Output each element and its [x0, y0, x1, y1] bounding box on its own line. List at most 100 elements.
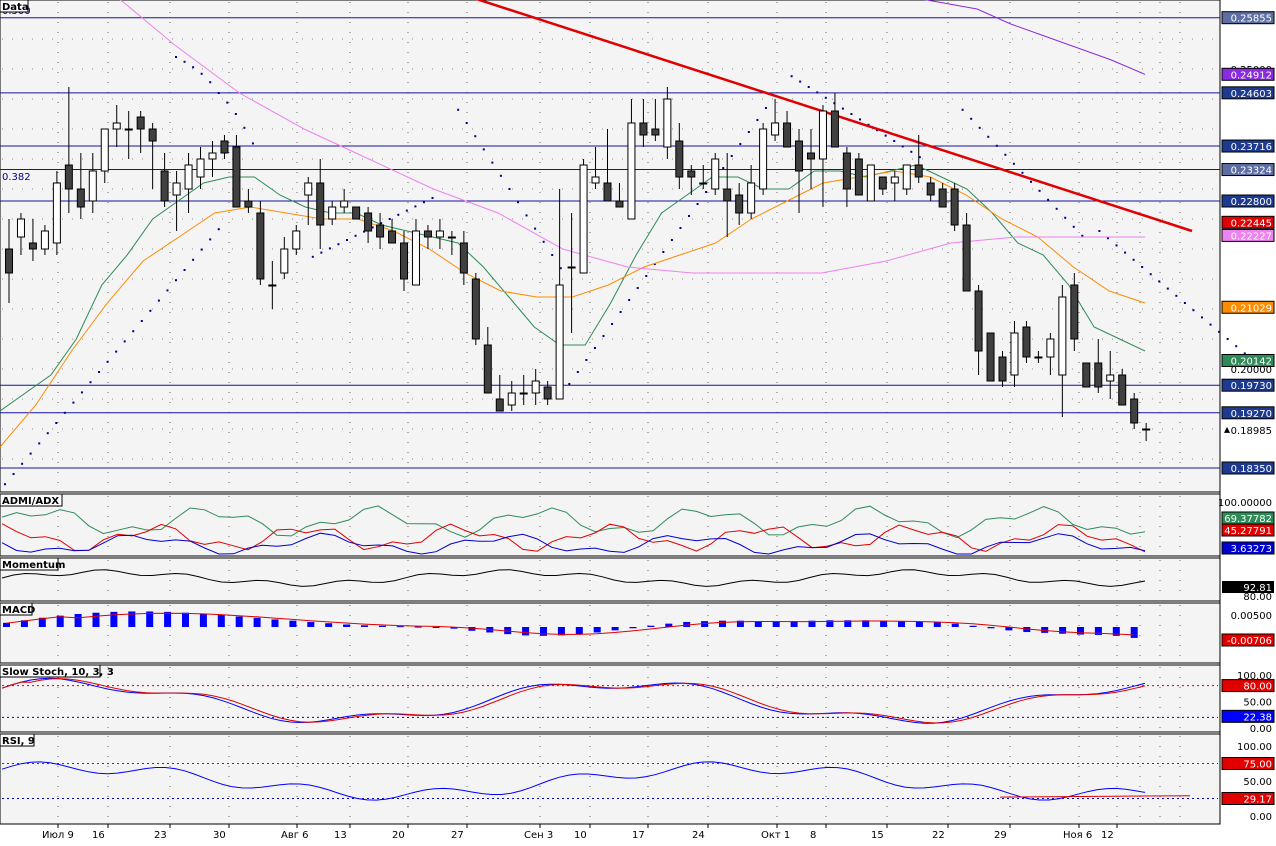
macd-bar	[182, 612, 189, 627]
sar-dot	[688, 215, 690, 217]
macd-bar	[933, 622, 941, 627]
macd-bar	[271, 619, 279, 627]
sar-dot	[337, 243, 340, 246]
sar-dot	[226, 101, 229, 104]
price-tag-box	[1221, 300, 1275, 314]
candle	[1082, 362, 1091, 388]
candle-body	[759, 128, 768, 190]
macd-bar	[1041, 627, 1049, 633]
price-tag: 0.23716	[1221, 139, 1275, 153]
main-title: Data	[2, 2, 29, 13]
candle-body	[974, 290, 983, 352]
macd-bar	[736, 620, 744, 627]
price-tag: 0.20142	[1221, 353, 1275, 367]
candle-body	[280, 248, 289, 274]
macd-bar	[915, 621, 923, 627]
macd-bar	[1130, 627, 1138, 638]
candle-body	[52, 182, 61, 244]
candle-body	[890, 176, 899, 184]
sar-dot	[38, 442, 41, 445]
macd-bar	[862, 620, 870, 627]
rsi-tick: 50.00	[1243, 777, 1272, 788]
rsi-line	[1, 761, 1146, 801]
candle	[1094, 339, 1103, 393]
macd-bar	[307, 621, 315, 627]
candle-body	[495, 398, 504, 412]
candle-body	[184, 164, 193, 190]
stoch-tag-text: 22.38	[1243, 712, 1272, 723]
sar-dot	[1201, 316, 1203, 319]
sar-dot	[1004, 153, 1007, 156]
sar-dot	[192, 66, 195, 69]
candle-body	[878, 176, 887, 190]
candle-body	[735, 194, 744, 214]
x-label: 15	[871, 830, 884, 841]
candle-body	[795, 140, 804, 172]
sar-dot	[628, 299, 631, 301]
macd-bar	[504, 627, 512, 635]
main-panel	[0, 0, 1221, 493]
candle-body	[447, 236, 456, 239]
candle	[447, 231, 456, 255]
candle-body	[124, 128, 133, 131]
candle	[687, 165, 696, 195]
candle	[735, 183, 744, 225]
sar-dot	[1021, 171, 1024, 174]
rsi-title-box	[0, 733, 35, 747]
x-label: 13	[334, 830, 347, 841]
candle-body	[998, 356, 1007, 382]
candle-body	[783, 122, 792, 148]
candle-body	[579, 164, 588, 274]
macd-bar	[826, 620, 834, 627]
candle-body	[1070, 284, 1079, 340]
price-tag: 0.21029	[1221, 300, 1275, 314]
candle	[615, 183, 624, 208]
rsi-signal-line	[999, 795, 1191, 798]
candle-body	[112, 122, 121, 130]
sar-dot	[311, 255, 314, 258]
sar-dot	[98, 371, 101, 373]
candle	[711, 153, 720, 195]
last-price-arrow	[1224, 426, 1230, 433]
candle	[471, 273, 480, 345]
sar-dot	[1243, 352, 1246, 355]
x-label: 17	[632, 830, 645, 841]
macd-bar	[898, 621, 905, 627]
sar-dot	[183, 60, 186, 63]
macd-bar	[575, 627, 583, 635]
candle	[974, 285, 983, 375]
macd-bar	[719, 620, 726, 627]
price-tag-text: 0.23324	[1231, 166, 1272, 177]
rsi-tag	[1221, 757, 1275, 770]
sar-dot	[824, 96, 827, 99]
candle	[148, 123, 157, 189]
candle-body	[88, 170, 97, 202]
candle-body	[531, 380, 540, 394]
candle	[136, 111, 145, 153]
candle-body	[854, 158, 863, 196]
candle	[184, 153, 193, 213]
macd-bar	[772, 621, 780, 627]
candle	[172, 171, 181, 231]
candle-body	[340, 200, 349, 208]
rsi-title: RSI, 9	[2, 736, 35, 747]
candle	[124, 111, 133, 159]
candle	[256, 201, 265, 285]
candle-body	[567, 266, 576, 269]
candle	[483, 327, 492, 394]
price-tag: 0.23324	[1221, 163, 1275, 177]
candle	[519, 375, 528, 405]
macd-bar	[647, 625, 655, 627]
admi-tag-text: 3.63273	[1231, 544, 1272, 555]
candle-body	[28, 242, 37, 250]
candle-body	[950, 188, 959, 226]
macd-bar	[361, 625, 368, 627]
sar-dot	[1038, 189, 1041, 192]
price-tag: 0.22445	[1221, 215, 1275, 229]
price-tag-text: 0.19270	[1231, 409, 1272, 420]
rsi-tick: 0.00	[1250, 812, 1272, 823]
candle-body	[591, 176, 600, 184]
candle	[28, 219, 37, 261]
